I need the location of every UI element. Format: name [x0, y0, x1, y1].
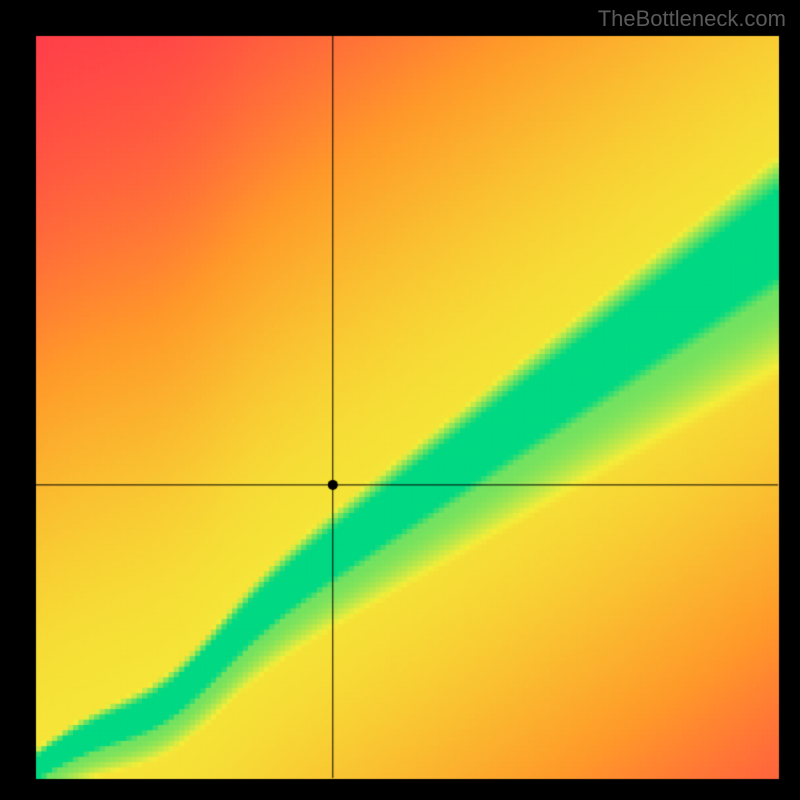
watermark-text: TheBottleneck.com [598, 6, 786, 32]
bottleneck-heatmap [0, 0, 800, 800]
